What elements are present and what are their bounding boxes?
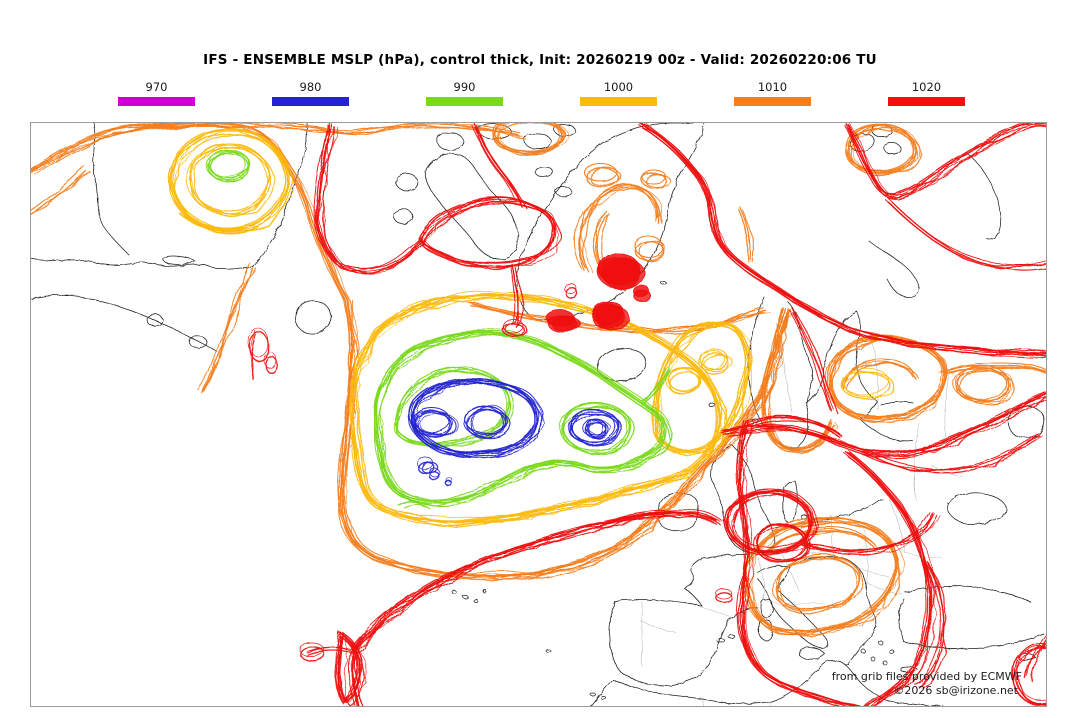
legend-label-990: 990	[453, 80, 476, 94]
legend-swatch-1010	[734, 97, 811, 106]
contour-layer-980-blue	[407, 375, 620, 484]
legend-swatch-980	[272, 97, 349, 106]
legend: 970 980 990 1000 1010 1020	[0, 80, 1080, 112]
contour-layer-1010-orange	[31, 123, 1046, 634]
legend-swatch-970	[118, 97, 195, 106]
legend-swatch-1000	[580, 97, 657, 106]
legend-item-990: 990	[426, 80, 503, 106]
contour-layer-1000-yellow	[166, 126, 891, 524]
legend-label-1010: 1010	[757, 80, 788, 94]
legend-swatch-990	[426, 97, 503, 106]
contour-layer-1020-red	[246, 123, 1046, 706]
contour-layer-990-green	[203, 147, 671, 507]
legend-label-980: 980	[299, 80, 322, 94]
credit-source: from grib files provided by ECMWF	[831, 670, 1022, 683]
page-title: IFS - ENSEMBLE MSLP (hPa), control thick…	[203, 52, 877, 68]
legend-item-970: 970	[118, 80, 195, 106]
legend-item-1010: 1010	[734, 80, 811, 106]
legend-item-1000: 1000	[580, 80, 657, 106]
map-frame	[30, 122, 1047, 707]
legend-swatch-1020	[888, 97, 965, 106]
legend-item-980: 980	[272, 80, 349, 106]
legend-label-1020: 1020	[911, 80, 942, 94]
credit-copyright: ©2026 sb@irizone.net	[893, 684, 1018, 697]
legend-label-1000: 1000	[603, 80, 634, 94]
legend-item-1020: 1020	[888, 80, 965, 106]
legend-label-970: 970	[145, 80, 168, 94]
